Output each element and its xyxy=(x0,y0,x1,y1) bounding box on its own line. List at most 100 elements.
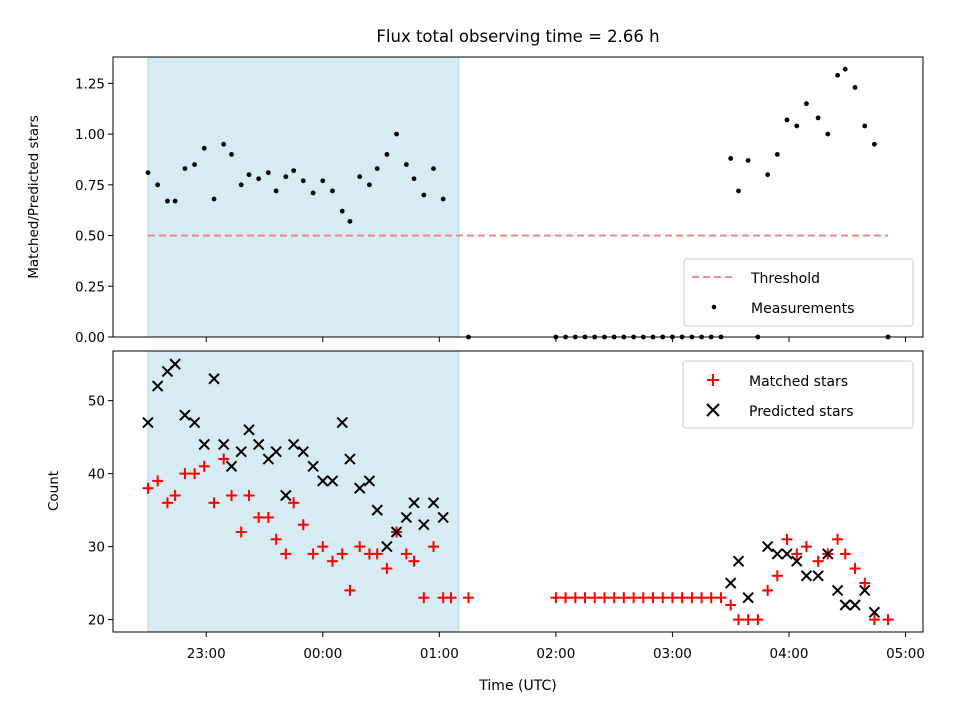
predicted-point xyxy=(418,519,430,531)
y-axis-label: Count xyxy=(46,471,62,511)
predicted-point xyxy=(771,548,784,560)
matched-point xyxy=(208,497,220,509)
matched-point xyxy=(832,533,844,545)
matched-point xyxy=(428,541,440,553)
measurement-point xyxy=(182,166,188,171)
predicted-point xyxy=(849,599,861,611)
matched-point xyxy=(839,548,851,560)
x-axis-label: Time (UTC) xyxy=(478,678,556,694)
matched-point xyxy=(445,592,457,604)
measurement-point xyxy=(320,178,326,184)
matched-point xyxy=(408,555,420,567)
predicted-point xyxy=(188,416,201,429)
legend-predicted-label: Predicted stars xyxy=(749,404,854,420)
measurement-point xyxy=(192,162,197,167)
y-tick-label: 50 xyxy=(88,394,105,410)
measurement-point xyxy=(357,174,363,180)
measurement-point xyxy=(283,174,289,180)
measurement-point xyxy=(347,218,353,224)
measurement-point xyxy=(265,170,271,176)
matched-point xyxy=(637,592,649,604)
measurement-point xyxy=(852,85,858,90)
y-axis-ticks: 0.00 0.25 0.50 0.75 1.00 1.25 xyxy=(75,76,113,346)
measurement-point xyxy=(310,190,316,196)
matched-point xyxy=(371,548,383,560)
matched-point xyxy=(849,563,861,575)
matched-points xyxy=(142,453,894,626)
predicted-point xyxy=(336,416,348,429)
predicted-point xyxy=(280,489,292,502)
matched-point xyxy=(696,592,708,604)
matched-point xyxy=(859,577,871,589)
measurement-point xyxy=(374,166,380,171)
matched-point xyxy=(142,482,154,494)
y-tick-label: 0.75 xyxy=(75,178,105,194)
matched-point xyxy=(705,592,717,604)
predicted-point xyxy=(235,446,247,458)
y-tick-label: 30 xyxy=(88,540,105,556)
predicted-point xyxy=(839,599,851,611)
measurement-point xyxy=(411,176,417,182)
predicted-point xyxy=(390,526,403,538)
x-tick-label: 05:00 xyxy=(886,646,925,662)
measurement-point xyxy=(765,172,771,178)
measurement-point xyxy=(221,141,227,147)
matched-point xyxy=(618,592,630,604)
measurement-point xyxy=(339,208,345,214)
x-tick-label: 23:00 xyxy=(187,646,226,662)
matched-point xyxy=(800,541,812,553)
matched-point xyxy=(161,497,173,509)
measurement-point xyxy=(745,158,751,163)
predicted-point xyxy=(742,591,754,604)
predicted-point xyxy=(225,460,238,473)
measurement-point xyxy=(246,172,252,178)
predicted-point xyxy=(408,497,420,509)
predicted-point xyxy=(179,409,191,421)
matched-point xyxy=(550,592,562,604)
matched-point xyxy=(791,548,803,560)
matched-point xyxy=(262,511,274,523)
predicted-point xyxy=(791,555,803,567)
matched-point xyxy=(288,497,300,509)
predicted-point xyxy=(732,555,745,567)
measurement-point xyxy=(862,123,868,129)
predicted-point xyxy=(198,438,210,451)
matched-point xyxy=(218,453,230,465)
matched-point xyxy=(733,614,745,626)
x-tick-label: 00:00 xyxy=(303,646,342,662)
measurement-point xyxy=(804,101,809,107)
y-axis-label: Matched/Predicted stars xyxy=(26,115,42,278)
matched-point xyxy=(715,592,727,604)
y-tick-label: 0.00 xyxy=(75,330,105,346)
matched-point xyxy=(280,548,292,560)
bottom-panel: 20 30 40 50 23:00 00:00 01:00 02:00 03:00 04:00 0… xyxy=(46,350,925,694)
y-tick-label: 40 xyxy=(88,467,105,483)
y-tick-label: 0.50 xyxy=(75,229,105,245)
measurement-point xyxy=(300,178,306,184)
predicted-point xyxy=(831,584,844,597)
matched-point xyxy=(579,592,591,604)
shaded-span xyxy=(147,350,460,633)
matched-point xyxy=(253,511,265,523)
matched-point xyxy=(781,533,793,545)
matched-point xyxy=(336,548,348,560)
predicted-point xyxy=(724,577,737,589)
measurement-point xyxy=(872,141,877,147)
x-tick-label: 04:00 xyxy=(770,646,809,662)
matched-point xyxy=(589,592,601,604)
matched-point xyxy=(560,592,572,604)
predicted-point xyxy=(287,438,300,451)
measurement-point xyxy=(291,168,297,174)
matched-point xyxy=(326,555,338,567)
matched-point xyxy=(462,592,474,604)
legend-threshold-label: Threshold xyxy=(750,271,820,287)
shaded-span xyxy=(147,56,460,338)
matched-point xyxy=(189,468,201,480)
measurement-point xyxy=(145,170,151,176)
measurement-point xyxy=(825,131,831,137)
predicted-point xyxy=(812,570,824,582)
matched-point xyxy=(752,614,764,626)
predicted-point xyxy=(307,460,319,473)
legend-predicted-swatch xyxy=(706,403,720,417)
matched-point xyxy=(686,592,698,604)
